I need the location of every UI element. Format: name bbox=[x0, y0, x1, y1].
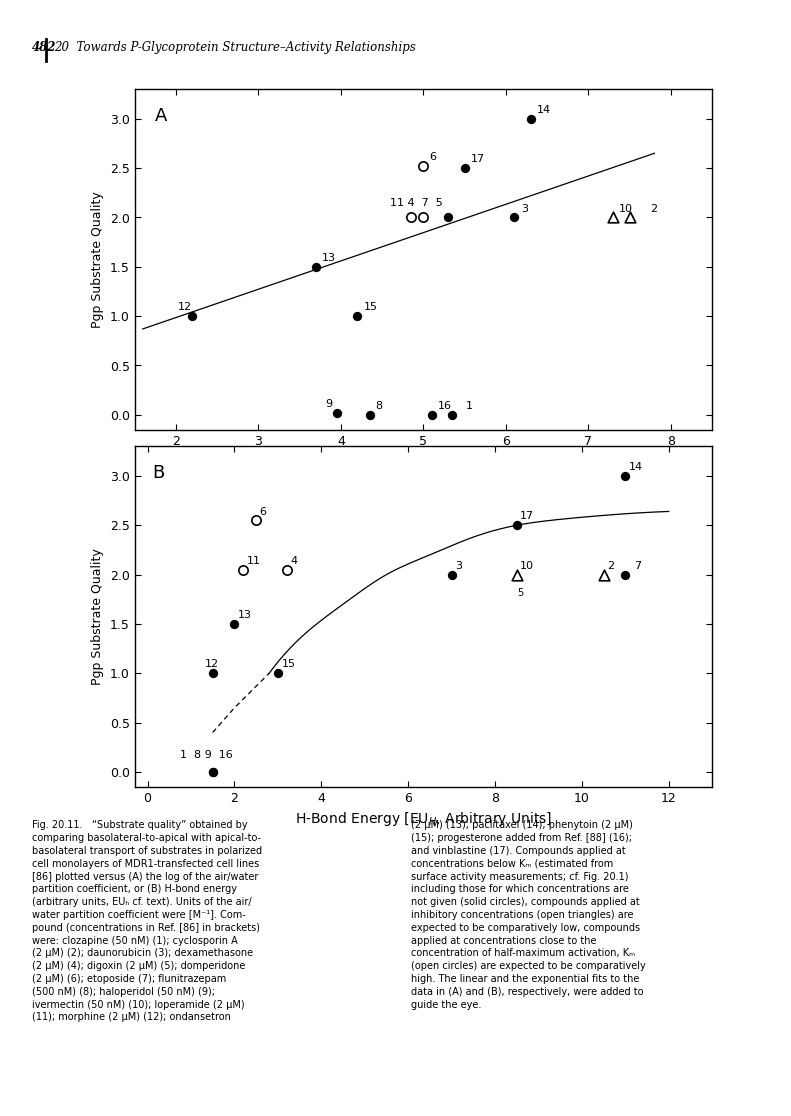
Point bbox=[417, 209, 430, 227]
Point bbox=[619, 566, 631, 584]
Text: 482: 482 bbox=[32, 41, 56, 55]
Text: 5: 5 bbox=[517, 587, 523, 597]
Point bbox=[458, 160, 471, 177]
Text: 11: 11 bbox=[247, 556, 260, 566]
Point bbox=[206, 763, 219, 781]
Y-axis label: Pgp Substrate Quality: Pgp Substrate Quality bbox=[91, 191, 104, 328]
Point bbox=[425, 406, 437, 424]
Point bbox=[510, 517, 523, 535]
Point bbox=[445, 566, 458, 584]
Text: 12: 12 bbox=[177, 302, 191, 312]
Text: 14: 14 bbox=[537, 105, 551, 115]
Text: 10: 10 bbox=[520, 560, 534, 570]
Point bbox=[445, 406, 458, 424]
Text: 9: 9 bbox=[325, 398, 332, 408]
Text: B: B bbox=[152, 464, 164, 482]
Text: 10: 10 bbox=[619, 203, 633, 213]
Text: 17: 17 bbox=[520, 511, 534, 521]
Point bbox=[186, 307, 199, 325]
Point bbox=[510, 566, 523, 584]
Text: 4: 4 bbox=[290, 556, 297, 566]
Point bbox=[619, 468, 631, 485]
Point bbox=[206, 664, 219, 682]
Text: 17: 17 bbox=[471, 154, 485, 164]
Text: 16: 16 bbox=[437, 401, 451, 411]
Point bbox=[206, 763, 219, 781]
Text: (2 μM) (13); paclitaxel (14); phenytoin (2 μM)
(15); progesterone added from Ref: (2 μM) (13); paclitaxel (14); phenytoin … bbox=[411, 820, 646, 1010]
Text: 13: 13 bbox=[238, 610, 252, 620]
Point bbox=[228, 615, 240, 633]
Point bbox=[524, 110, 537, 128]
Text: 15: 15 bbox=[364, 302, 378, 312]
Y-axis label: Pgp Substrate Quality: Pgp Substrate Quality bbox=[91, 548, 104, 685]
Text: 3: 3 bbox=[455, 560, 462, 570]
Text: 11 4  7  5: 11 4 7 5 bbox=[390, 198, 443, 208]
Text: 1  8 9  16: 1 8 9 16 bbox=[180, 750, 233, 760]
Text: 6: 6 bbox=[259, 507, 267, 517]
Point bbox=[441, 209, 454, 227]
Point bbox=[508, 209, 520, 227]
Text: 1: 1 bbox=[465, 401, 472, 411]
Text: 12: 12 bbox=[205, 660, 219, 670]
Point bbox=[271, 664, 284, 682]
Text: 14: 14 bbox=[629, 462, 642, 472]
Point bbox=[351, 307, 364, 325]
Point bbox=[280, 561, 293, 579]
Point bbox=[309, 258, 322, 276]
Point bbox=[623, 209, 636, 227]
Text: A: A bbox=[155, 107, 168, 125]
Text: 3: 3 bbox=[520, 203, 528, 213]
Text: 6: 6 bbox=[429, 152, 436, 162]
X-axis label: H-Bond Energy [EU$_{H}$, Arbitrary Units]: H-Bond Energy [EU$_{H}$, Arbitrary Units… bbox=[294, 810, 552, 828]
Text: 2: 2 bbox=[607, 560, 614, 570]
X-axis label: logK$_{aw}$: logK$_{aw}$ bbox=[400, 453, 446, 471]
Text: 15: 15 bbox=[282, 660, 295, 670]
Point bbox=[597, 566, 610, 584]
Text: 7: 7 bbox=[634, 560, 641, 570]
Text: Fig. 20.11.   “Substrate quality” obtained by
comparing basolateral-to-apical wi: Fig. 20.11. “Substrate quality” obtained… bbox=[32, 820, 262, 1022]
Point bbox=[404, 209, 417, 227]
Text: 8: 8 bbox=[376, 401, 383, 411]
Text: 13: 13 bbox=[322, 253, 335, 263]
Point bbox=[363, 406, 376, 424]
Point bbox=[331, 404, 343, 422]
Text: 2: 2 bbox=[650, 203, 657, 213]
Point bbox=[237, 561, 249, 579]
Point bbox=[250, 511, 263, 529]
Point bbox=[607, 209, 619, 227]
Point bbox=[417, 157, 430, 175]
Text: 20  Towards P-Glycoprotein Structure–Activity Relationships: 20 Towards P-Glycoprotein Structure–Acti… bbox=[54, 41, 415, 55]
